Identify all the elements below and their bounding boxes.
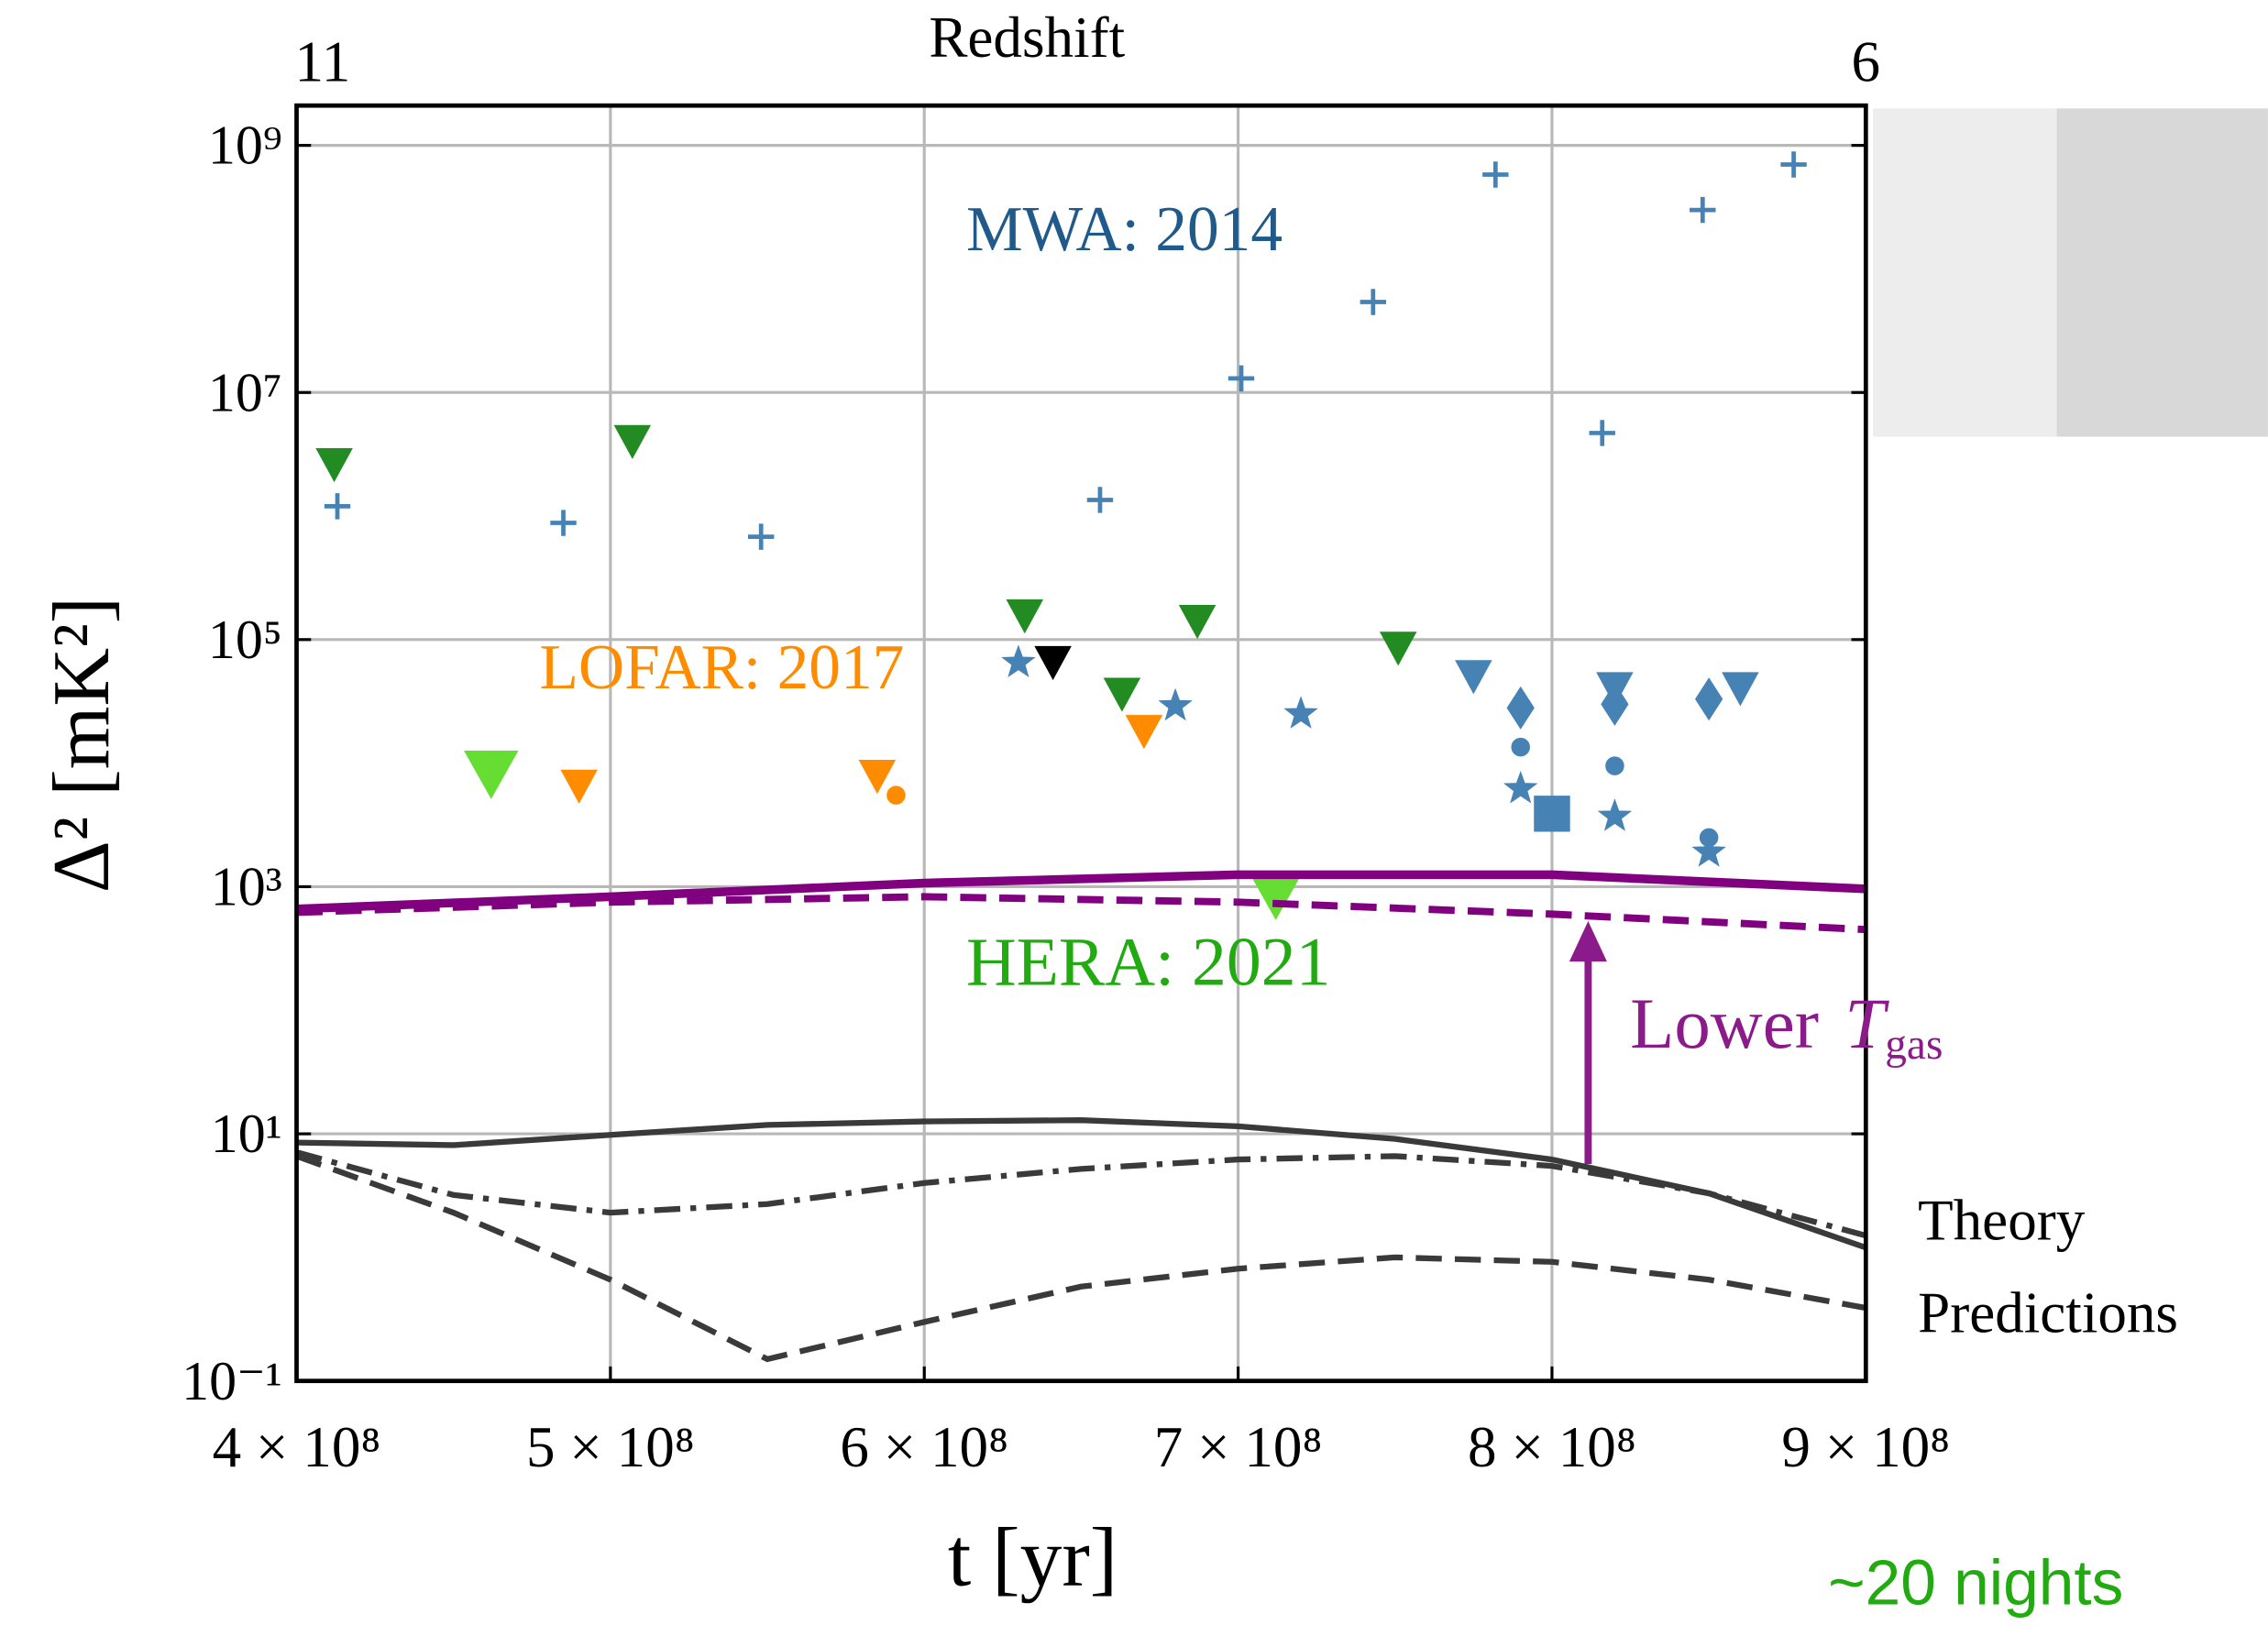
data-point bbox=[748, 523, 775, 550]
annotation: LOFAR: 2017 bbox=[540, 632, 905, 703]
annotation-symbol: T bbox=[1844, 984, 1889, 1064]
theory-line bbox=[295, 1153, 1866, 1363]
annotation: Theory bbox=[1918, 1188, 2086, 1252]
data-point bbox=[1360, 289, 1387, 315]
thumbnail-right bbox=[2056, 108, 2268, 437]
theory-line bbox=[296, 893, 1866, 934]
data-point bbox=[1601, 682, 1629, 726]
data-point bbox=[1722, 672, 1759, 707]
theory-line bbox=[295, 1149, 1867, 1239]
data-point bbox=[858, 760, 897, 795]
data-point bbox=[1283, 696, 1318, 729]
y-tick-label: 10⁷ bbox=[208, 362, 282, 423]
data-point bbox=[1034, 645, 1072, 681]
x-axis-label: t [yr] bbox=[948, 1510, 1117, 1604]
data-point bbox=[1534, 796, 1570, 832]
data-point bbox=[324, 493, 351, 520]
annotation-subscript: gas bbox=[1885, 1021, 1943, 1069]
data-point bbox=[1001, 644, 1036, 677]
annotation: MWA: 2014 bbox=[966, 194, 1283, 265]
y-tick-label: 10⁹ bbox=[208, 115, 282, 176]
top-tick-label: 11 bbox=[295, 30, 351, 94]
x-tick-label: 8 × 10⁸ bbox=[1468, 1415, 1636, 1479]
annotation: Predictions bbox=[1918, 1280, 2178, 1345]
data-point bbox=[1178, 605, 1217, 640]
top-axis-label: Redshift bbox=[929, 5, 1125, 70]
data-point bbox=[1503, 770, 1538, 804]
arrow-head bbox=[1569, 920, 1607, 962]
y-tick-label: 10⁻¹ bbox=[182, 1351, 282, 1411]
data-point bbox=[1006, 599, 1044, 634]
annotation: ~20 nights bbox=[1828, 1547, 2123, 1619]
data-point bbox=[1605, 756, 1624, 775]
x-tick-label: 9 × 10⁸ bbox=[1781, 1415, 1950, 1479]
annotation: HERA: 2021 bbox=[966, 924, 1331, 1000]
data-point bbox=[1690, 196, 1716, 224]
data-point bbox=[613, 424, 652, 459]
theory-line bbox=[296, 1117, 1867, 1251]
data-point bbox=[886, 785, 906, 805]
annotation: Lower Tgas bbox=[1630, 984, 1943, 1069]
y-tick-label: 10⁵ bbox=[208, 609, 282, 670]
data-point bbox=[464, 750, 519, 799]
data-point bbox=[1589, 420, 1615, 446]
data-point bbox=[1694, 677, 1723, 721]
x-tick-label: 4 × 10⁸ bbox=[213, 1415, 381, 1479]
theory-line bbox=[296, 870, 1866, 914]
data-point bbox=[560, 769, 598, 804]
annotation-text: Lower bbox=[1630, 984, 1819, 1064]
x-tick-label: 5 × 10⁸ bbox=[526, 1415, 695, 1479]
y-axis-label: Δ² [mK²] bbox=[37, 597, 127, 893]
top-tick-label: 6 bbox=[1852, 30, 1881, 94]
data-point bbox=[1691, 834, 1726, 867]
data-point bbox=[1125, 715, 1163, 750]
data-point bbox=[1482, 161, 1509, 188]
data-point bbox=[1248, 871, 1304, 920]
data-point bbox=[550, 510, 577, 536]
data-point bbox=[1780, 151, 1807, 178]
plot-frame bbox=[294, 103, 1868, 1384]
data-point bbox=[1699, 828, 1719, 848]
data-point bbox=[1455, 660, 1492, 695]
data-point bbox=[1103, 677, 1141, 712]
data-point bbox=[1597, 798, 1633, 831]
thumbnail-left bbox=[1873, 108, 2057, 437]
data-point bbox=[1511, 737, 1530, 757]
x-tick-label: 6 × 10⁸ bbox=[840, 1415, 1008, 1479]
y-tick-label: 10¹ bbox=[211, 1103, 282, 1164]
x-tick-label: 7 × 10⁸ bbox=[1154, 1415, 1323, 1479]
data-point bbox=[1086, 487, 1114, 513]
data-point bbox=[1158, 687, 1193, 721]
y-tick-label: 10³ bbox=[211, 857, 282, 917]
data-point bbox=[1379, 631, 1417, 666]
data-point bbox=[1506, 686, 1535, 730]
data-point bbox=[315, 447, 353, 483]
data-point bbox=[1228, 365, 1255, 392]
